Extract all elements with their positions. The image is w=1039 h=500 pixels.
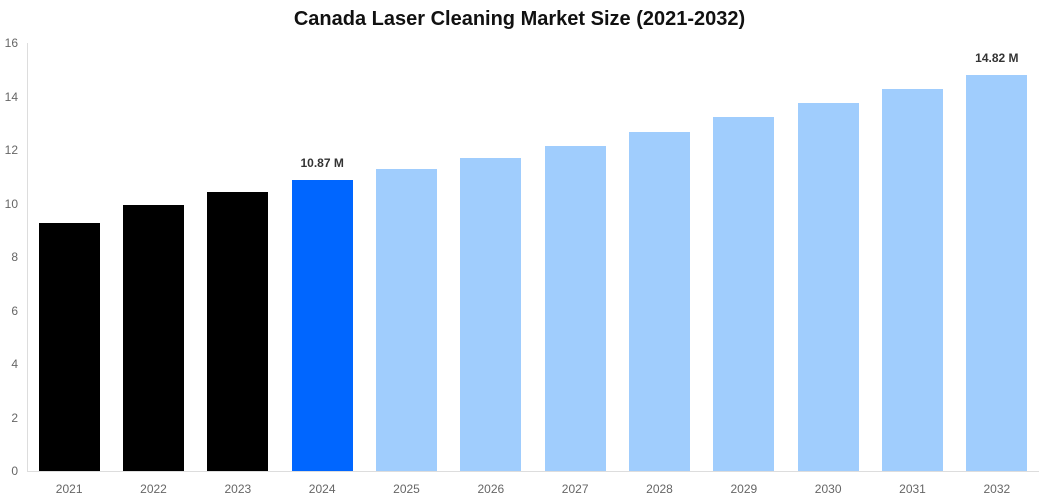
bar-2022[interactable] [123,205,184,471]
y-tick-label: 0 [11,464,18,478]
x-tick-label: 2024 [308,482,336,496]
bar-2027[interactable] [544,146,606,471]
bar-2023[interactable] [207,192,269,471]
x-tick-label: 2026 [477,482,505,496]
x-tick-label: 2030 [814,482,842,496]
data-label-2032: 14.82 M [975,50,1019,65]
data-label-2024: 10.87 M [300,156,344,171]
x-tick-label: 2027 [561,482,589,496]
x-tick-label: 2022 [140,482,167,496]
y-tick-label: 4 [11,357,18,371]
plot-area [27,43,1039,471]
y-tick-label: 6 [11,303,18,318]
x-tick-label: 2023 [224,482,252,496]
x-tick-label: 2032 [983,482,1011,496]
bar-2032[interactable] [966,74,1028,471]
x-tick-label: 2031 [899,482,926,496]
x-tick-label: 2028 [646,482,673,496]
y-tick-label: 14 [4,89,18,104]
bar-2029[interactable] [713,117,775,471]
x-tick-label: 2025 [393,482,420,496]
y-tick-label: 8 [11,250,18,264]
bar-2024[interactable] [291,180,353,471]
y-axis-line [27,43,28,471]
x-axis-line [27,471,1039,472]
x-tick-label: 2029 [730,482,758,496]
bar-2031[interactable] [882,89,943,471]
x-tick-label: 2021 [55,482,83,496]
bar-2026[interactable] [460,158,522,471]
y-tick-label: 2 [11,410,18,425]
y-tick-label: 10 [4,196,18,211]
bar-2025[interactable] [376,169,437,471]
bar-2030[interactable] [797,102,859,471]
y-tick-label: 12 [4,143,18,157]
bar-2021[interactable] [38,223,100,471]
y-tick-label: 16 [4,36,18,50]
bar-2028[interactable] [629,132,690,471]
chart-title: Canada Laser Cleaning Market Size (2021-… [293,8,746,30]
